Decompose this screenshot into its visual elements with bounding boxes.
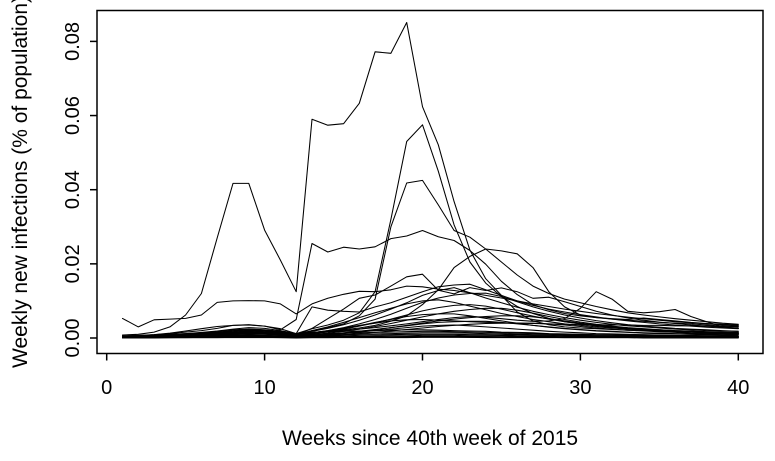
x-tick-label-40: 40 — [727, 377, 749, 399]
x-tick-label-0: 0 — [101, 377, 112, 399]
y-tick-label-0.08: 0.08 — [62, 22, 84, 61]
y-tick-label-0.04: 0.04 — [62, 170, 84, 209]
series-line-series-02 — [121, 285, 739, 328]
y-tick-label-0.02: 0.02 — [62, 244, 84, 283]
x-axis: 0 10 20 30 40 — [101, 353, 749, 399]
x-axis-title: Weeks since 40th week of 2015 — [282, 427, 578, 450]
y-axis: 0.00 0.02 0.04 0.06 0.08 — [62, 22, 97, 358]
series-line-series-05 — [121, 229, 739, 337]
series-line-series-24 — [121, 333, 739, 338]
y-tick-label-0.00: 0.00 — [62, 319, 84, 358]
series-line-series-28 — [121, 336, 739, 339]
series-line-series-12 — [121, 299, 739, 338]
x-tick-label-30: 30 — [569, 377, 591, 399]
x-tick-label-10: 10 — [253, 377, 275, 399]
y-tick-label-0.06: 0.06 — [62, 96, 84, 135]
x-tick-label-20: 20 — [411, 377, 433, 399]
series-line-series-07 — [121, 273, 739, 338]
y-axis-title: Weekly new infections (% of population) — [9, 0, 32, 368]
series-line-series-10 — [121, 287, 739, 338]
plot-border — [96, 9, 764, 355]
series-lines — [121, 21, 739, 339]
